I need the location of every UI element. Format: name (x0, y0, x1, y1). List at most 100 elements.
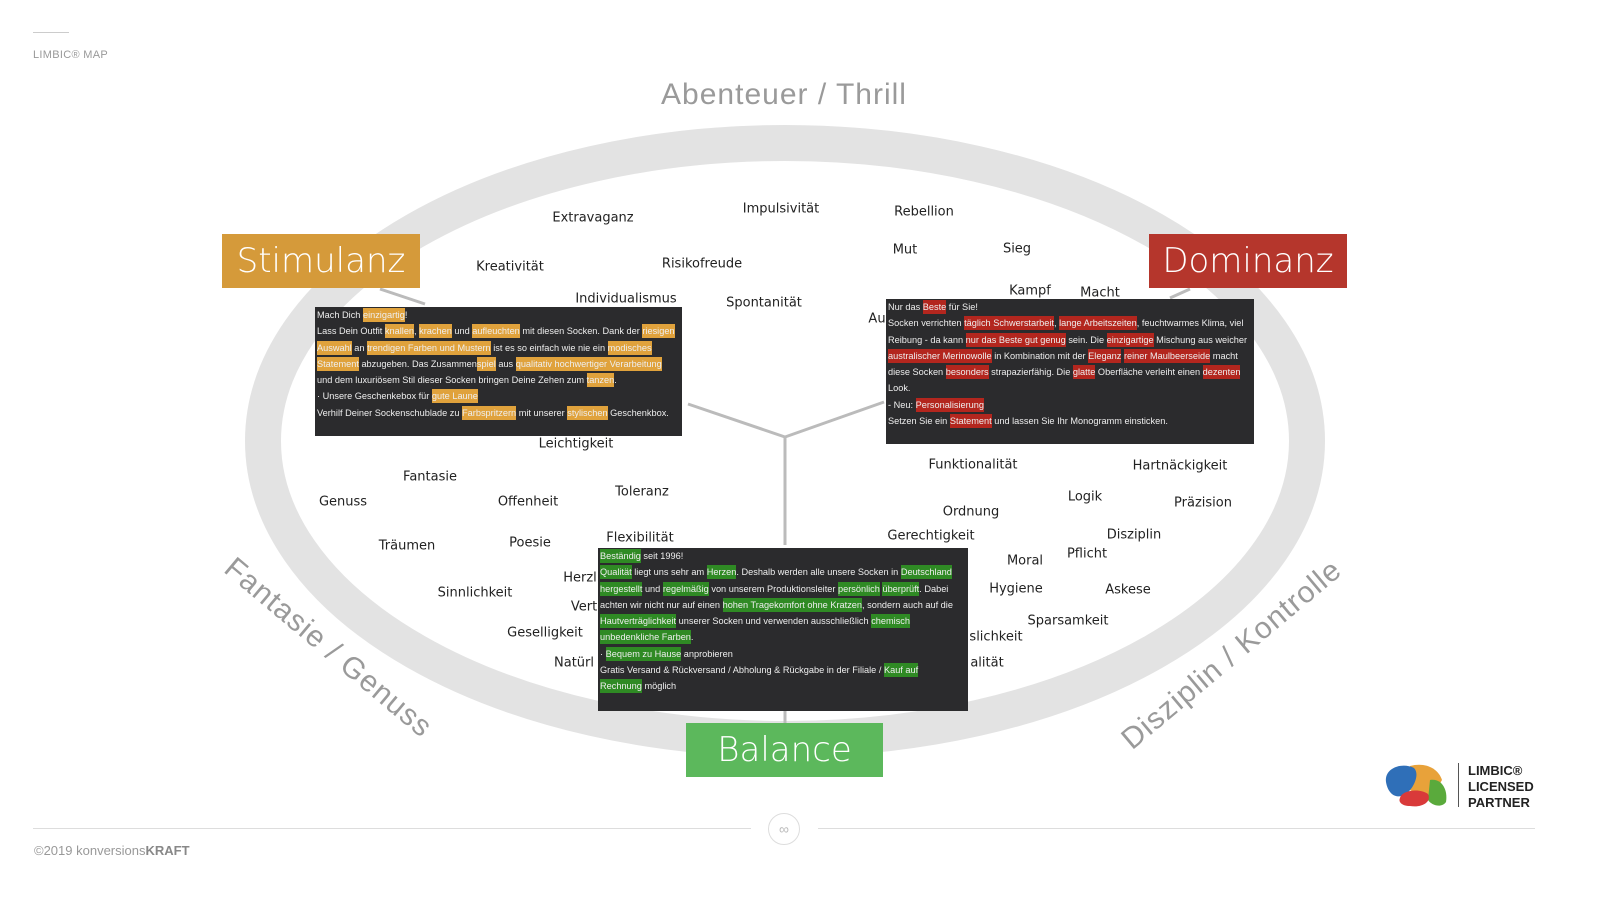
text-segment: seit 1996! (640, 551, 684, 561)
map-word: Extravaganz (552, 210, 634, 226)
axis-line-left (687, 402, 786, 439)
highlighted-phrase: stylischen (567, 405, 608, 420)
map-word: Spontanität (726, 295, 802, 311)
highlighted-phrase: modisches (607, 340, 652, 355)
map-word: Sinnlichkeit (437, 585, 513, 601)
text-segment: . (690, 632, 694, 643)
highlighted-phrase: Qualität (600, 565, 632, 580)
text-segment: . Deshalb werden alle unsere Socken in (736, 567, 901, 578)
text-segment: Oberfläche verleiht einen (1095, 367, 1203, 378)
link-icon[interactable]: ∞ (768, 813, 800, 845)
map-word: Moral (1006, 553, 1044, 569)
highlighted-phrase: Bequem zu Hause (605, 646, 682, 661)
map-word: Vert (570, 599, 598, 615)
highlighted-phrase: Beste (922, 300, 947, 314)
text-line: Nur das Beste für Sie! (888, 299, 1252, 315)
map-word: Logik (1067, 489, 1103, 505)
highlighted-phrase: qualitativ hochwertiger Verarbeitung (515, 356, 662, 371)
highlighted-phrase: riesigen (642, 324, 675, 339)
logo-line-3: PARTNER (1468, 795, 1530, 810)
map-word: Offenheit (497, 494, 559, 510)
map-word: Sparsamkeit (1027, 613, 1109, 629)
text-segment: und (642, 583, 663, 594)
footer-rule-right (818, 828, 1535, 829)
text-segment: für Sie! (946, 302, 978, 312)
highlighted-phrase: spiel (476, 356, 496, 371)
highlighted-phrase: einzigartig (362, 308, 405, 322)
text-line: unbedenkliche Farben. (600, 629, 966, 645)
highlighted-phrase: lange Arbeitszeiten (1059, 316, 1137, 331)
text-segment: strapazierfähig. Die (988, 367, 1073, 378)
highlighted-phrase: Eleganz (1088, 348, 1122, 363)
logo-divider (1458, 763, 1459, 807)
text-line: Look. (888, 380, 1252, 396)
highlighted-phrase: reiner Maulbeerseide (1123, 348, 1211, 363)
map-word: alität (970, 655, 1004, 671)
connector-stimulanz (379, 287, 426, 306)
text-segment: anprobieren (681, 648, 733, 659)
map-word: Toleranz (615, 484, 669, 500)
map-word: slichkeit (969, 629, 1023, 645)
text-segment: Gratis Versand & Rückversand / Abholung … (600, 665, 884, 676)
text-segment: Mischung aus weicher (1153, 334, 1248, 345)
map-word: Hartnäckigkeit (1132, 458, 1228, 474)
highlighted-phrase: Statement (949, 414, 992, 429)
logo-line-2: LICENSED (1468, 779, 1534, 794)
text-segment: · (600, 648, 606, 659)
highlighted-phrase: aufleuchten (472, 324, 520, 339)
text-segment: in Kombination mit der (991, 350, 1089, 361)
map-word: Au (868, 311, 886, 327)
highlighted-phrase: Herzen (706, 565, 737, 580)
text-line: · Bequem zu Hause anprobieren (600, 646, 966, 662)
highlighted-phrase: dezenten (1202, 365, 1241, 380)
map-word: Natürl (554, 655, 594, 671)
text-line: Mach Dich einzigartig! (317, 307, 680, 323)
text-line: Qualität liegt uns sehr am Herzen. Desha… (600, 564, 966, 580)
highlighted-phrase: australischer Merinowolle (888, 348, 992, 363)
text-line: Socken verrichten täglich Schwerstarbeit… (888, 315, 1252, 331)
highlighted-phrase: einzigartige (1106, 332, 1154, 347)
text-line: Setzen Sie ein Statement und lassen Sie … (888, 413, 1252, 429)
highlighted-phrase: unbedenkliche Farben (600, 630, 691, 645)
highlighted-phrase: tanzen (586, 373, 615, 388)
text-box-balance: Beständig seit 1996! Qualität liegt uns s… (598, 548, 968, 711)
highlighted-phrase: hergestellt (600, 581, 643, 596)
text-segment: von unserem Produktionsleiter (708, 583, 838, 594)
map-word: Askese (1105, 582, 1151, 598)
highlighted-phrase: Statement (317, 356, 359, 371)
text-line: Gratis Versand & Rückversand / Abholung … (600, 662, 966, 678)
highlighted-phrase: chemisch (871, 614, 910, 629)
map-word: Poesie (509, 535, 551, 551)
highlighted-phrase: Hautverträglichkeit (600, 614, 677, 629)
highlighted-phrase: Farbspritzern (462, 405, 517, 420)
map-label: LIMBIC® MAP (33, 49, 108, 61)
highlighted-phrase: krachen (419, 324, 452, 339)
heading-balance: Balance (686, 723, 883, 777)
text-line: achten wir nicht nur auf einen hohen Tra… (600, 597, 966, 613)
text-line: Statement abzugeben. Das Zusammenspiel a… (317, 356, 680, 372)
brand-text: KRAFT (145, 843, 190, 858)
highlighted-phrase: trendigen Farben und Mustern (367, 340, 491, 355)
limbic-brain-logo (1385, 764, 1447, 807)
text-line: hergestellt und regelmäßig von unserem P… (600, 581, 966, 597)
map-word: Präzision (1174, 495, 1232, 511)
map-word: Rebellion (894, 204, 954, 220)
map-word: Genuss (318, 494, 368, 510)
map-word: Macht (1080, 285, 1120, 301)
map-word: Pflicht (1066, 546, 1108, 562)
text-segment: , (1053, 318, 1060, 329)
map-word: Leichtigkeit (538, 436, 614, 452)
highlighted-phrase: Deutschland (900, 565, 952, 580)
text-segment: , feuchtwarmes Klima, viel (1136, 318, 1244, 329)
text-line: Hautverträglichkeit unserer Socken und v… (600, 613, 966, 629)
text-segment: ! (404, 310, 408, 320)
axis-label-top: Abenteuer / Thrill (661, 78, 907, 111)
text-segment: Geschenkbox. (607, 407, 669, 418)
text-line: australischer Merinowolle in Kombination… (888, 348, 1252, 364)
text-segment: und (451, 326, 473, 337)
text-segment: aus (495, 358, 516, 369)
text-segment: Lass Dein Outfit (317, 326, 385, 337)
text-segment: abzugeben. Das Zusammen (358, 358, 477, 369)
text-line: Auswahl an trendigen Farben und Mustern … (317, 340, 680, 356)
highlighted-phrase: überprüft (882, 581, 920, 596)
